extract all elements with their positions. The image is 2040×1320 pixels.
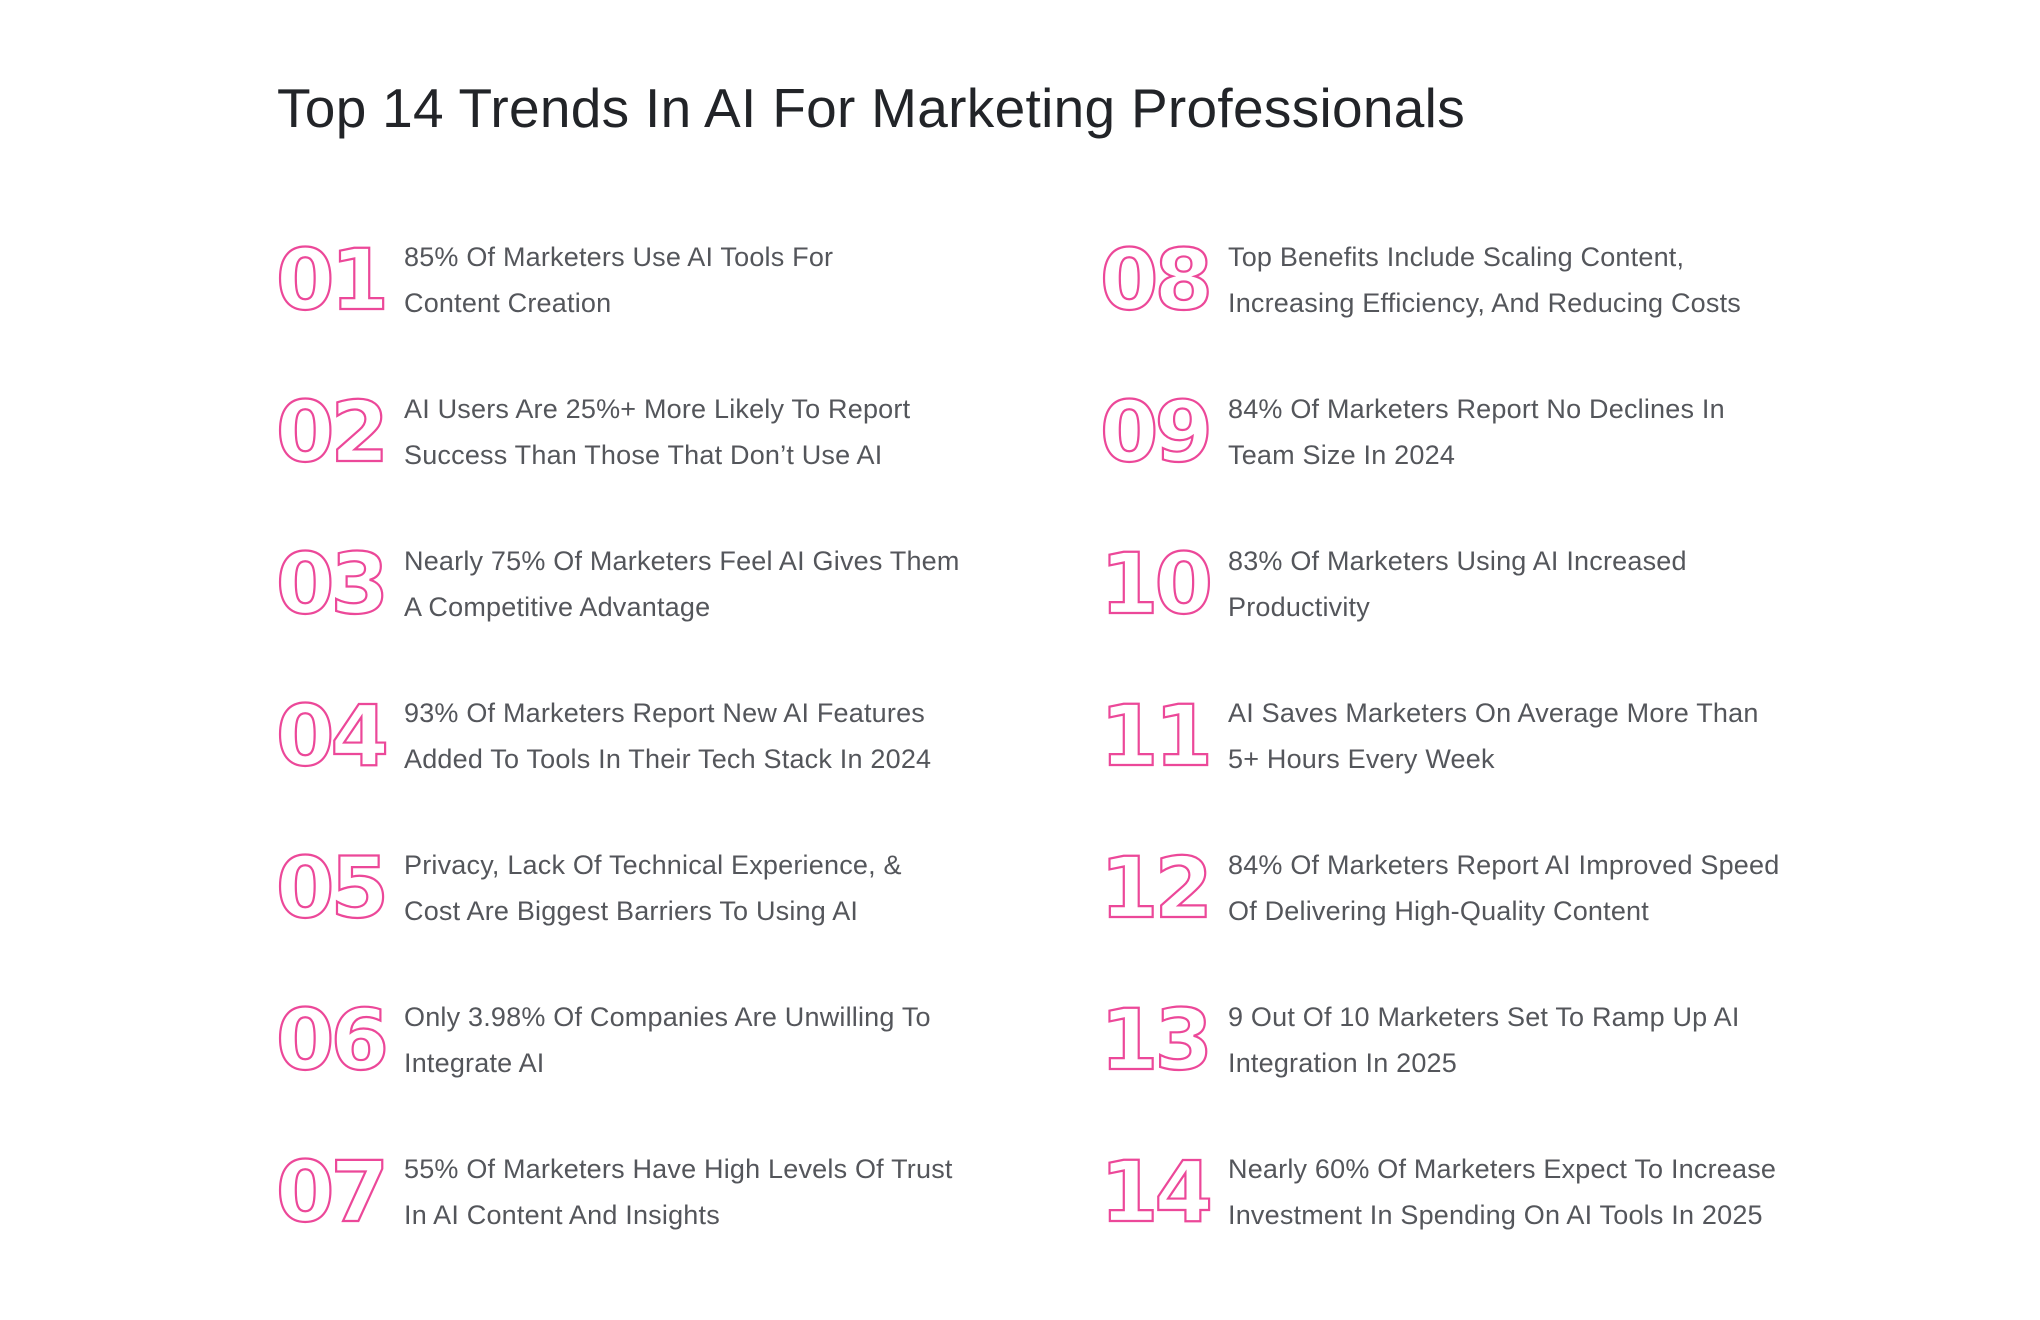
trend-item-03: 03 Nearly 75% Of Marketers Feel AI Gives…	[275, 535, 960, 633]
trend-item-13: 13 9 Out Of 10 Marketers Set To Ramp Up …	[1099, 991, 1740, 1089]
trend-number: 06	[275, 991, 390, 1089]
trend-number: 11	[1099, 687, 1214, 785]
trend-line: Privacy, Lack Of Technical Experience, &	[404, 850, 902, 880]
trend-item-14: 14 Nearly 60% Of Marketers Expect To Inc…	[1099, 1143, 1776, 1241]
trend-text: Only 3.98% Of Companies Are Unwilling To…	[404, 994, 931, 1086]
trend-text: Top Benefits Include Scaling Content, In…	[1228, 234, 1741, 326]
trend-line: Nearly 75% Of Marketers Feel AI Gives Th…	[404, 546, 960, 576]
trend-text: 83% Of Marketers Using AI Increased Prod…	[1228, 538, 1687, 630]
trend-line: 84% Of Marketers Report AI Improved Spee…	[1228, 850, 1780, 880]
trend-text: Nearly 75% Of Marketers Feel AI Gives Th…	[404, 538, 960, 630]
trend-line: Increasing Efficiency, And Reducing Cost…	[1228, 288, 1741, 318]
trend-text: 84% Of Marketers Report No Declines In T…	[1228, 386, 1725, 478]
trend-line: AI Users Are 25%+ More Likely To Report	[404, 394, 911, 424]
trend-text: Nearly 60% Of Marketers Expect To Increa…	[1228, 1146, 1776, 1238]
trend-number: 02	[275, 383, 390, 481]
trend-line: Added To Tools In Their Tech Stack In 20…	[404, 744, 932, 774]
trend-item-07: 07 55% Of Marketers Have High Levels Of …	[275, 1143, 953, 1241]
trend-item-10: 10 83% Of Marketers Using AI Increased P…	[1099, 535, 1687, 633]
trend-line: Top Benefits Include Scaling Content,	[1228, 242, 1685, 272]
trend-number: 07	[275, 1143, 390, 1241]
trend-line: 9 Out Of 10 Marketers Set To Ramp Up AI	[1228, 1002, 1740, 1032]
trend-number: 01	[275, 231, 390, 329]
trend-text: 85% Of Marketers Use AI Tools For Conten…	[404, 234, 833, 326]
trend-line: Of Delivering High-Quality Content	[1228, 896, 1649, 926]
trend-number: 04	[275, 687, 390, 785]
trend-item-04: 04 93% Of Marketers Report New AI Featur…	[275, 687, 931, 785]
trend-text: 9 Out Of 10 Marketers Set To Ramp Up AI …	[1228, 994, 1740, 1086]
trend-line: 55% Of Marketers Have High Levels Of Tru…	[404, 1154, 953, 1184]
trend-number: 13	[1099, 991, 1214, 1089]
trend-item-05: 05 Privacy, Lack Of Technical Experience…	[275, 839, 902, 937]
trend-item-08: 08 Top Benefits Include Scaling Content,…	[1099, 231, 1741, 329]
trend-line: 93% Of Marketers Report New AI Features	[404, 698, 925, 728]
trend-text: Privacy, Lack Of Technical Experience, &…	[404, 842, 902, 934]
trend-line: AI Saves Marketers On Average More Than	[1228, 698, 1759, 728]
trend-line: Cost Are Biggest Barriers To Using AI	[404, 896, 859, 926]
trend-line: Investment In Spending On AI Tools In 20…	[1228, 1200, 1763, 1230]
trend-number: 14	[1099, 1143, 1214, 1241]
trend-item-09: 09 84% Of Marketers Report No Declines I…	[1099, 383, 1725, 481]
trend-line: Team Size In 2024	[1228, 440, 1456, 470]
trend-line: 84% Of Marketers Report No Declines In	[1228, 394, 1725, 424]
trend-line: Success Than Those That Don’t Use AI	[404, 440, 883, 470]
trend-text: AI Users Are 25%+ More Likely To Report …	[404, 386, 910, 478]
trend-line: Nearly 60% Of Marketers Expect To Increa…	[1228, 1154, 1777, 1184]
trend-line: Integrate AI	[404, 1048, 545, 1078]
trend-text: 84% Of Marketers Report AI Improved Spee…	[1228, 842, 1779, 934]
trend-text: 55% Of Marketers Have High Levels Of Tru…	[404, 1146, 953, 1238]
trend-line: A Competitive Advantage	[404, 592, 711, 622]
trend-item-11: 11 AI Saves Marketers On Average More Th…	[1099, 687, 1759, 785]
trend-item-12: 12 84% Of Marketers Report AI Improved S…	[1099, 839, 1779, 937]
trend-line: 5+ Hours Every Week	[1228, 744, 1495, 774]
trend-number: 09	[1099, 383, 1214, 481]
trend-line: Productivity	[1228, 592, 1370, 622]
trend-number: 08	[1099, 231, 1214, 329]
trend-item-01: 01 85% Of Marketers Use AI Tools For Con…	[275, 231, 833, 329]
trend-line: In AI Content And Insights	[404, 1200, 720, 1230]
trend-number: 10	[1099, 535, 1214, 633]
page-title: Top 14 Trends In AI For Marketing Profes…	[277, 77, 1466, 139]
trend-text: AI Saves Marketers On Average More Than …	[1228, 690, 1759, 782]
trend-line: 83% Of Marketers Using AI Increased	[1228, 546, 1687, 576]
trend-line: 85% Of Marketers Use AI Tools For	[404, 242, 834, 272]
trend-number: 05	[275, 839, 390, 937]
trend-number: 03	[275, 535, 390, 633]
trend-line: Content Creation	[404, 288, 612, 318]
trend-text: 93% Of Marketers Report New AI Features …	[404, 690, 931, 782]
trend-item-02: 02 AI Users Are 25%+ More Likely To Repo…	[275, 383, 910, 481]
trend-number: 12	[1099, 839, 1214, 937]
trend-line: Only 3.98% Of Companies Are Unwilling To	[404, 1002, 931, 1032]
trend-item-06: 06 Only 3.98% Of Companies Are Unwilling…	[275, 991, 931, 1089]
trend-line: Integration In 2025	[1228, 1048, 1457, 1078]
